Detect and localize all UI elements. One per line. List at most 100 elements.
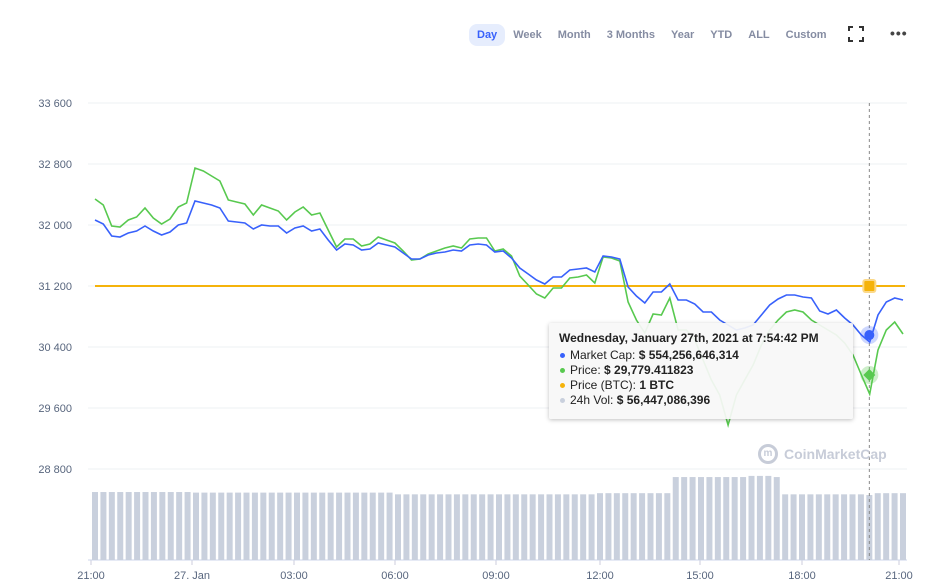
tooltip-value: $ 554,256,646,314 [638, 348, 739, 362]
volume-bar [655, 493, 662, 560]
volume-bar [92, 492, 98, 560]
fullscreen-icon[interactable] [848, 26, 864, 47]
x-tick-label: 06:00 [381, 570, 409, 582]
volume-bar [580, 494, 587, 560]
volume-bar [857, 494, 864, 560]
series-dot-icon [560, 382, 565, 388]
volume-bar [765, 475, 772, 560]
volume-bar [277, 492, 284, 560]
y-tick-label: 30 400 [38, 342, 72, 354]
volume-bar [832, 494, 839, 560]
y-tick-label: 31 200 [38, 281, 72, 293]
tooltip-row: Price: $ 29,779.411823 [559, 363, 843, 378]
y-tick-label: 29 600 [38, 403, 72, 415]
volume-bar [428, 494, 435, 560]
volume-bar [150, 492, 157, 560]
volume-bar [689, 477, 696, 560]
volume-bar [470, 494, 477, 560]
volume-bar [512, 494, 519, 560]
chart-tooltip: Wednesday, January 27th, 2021 at 7:54:42… [549, 323, 853, 419]
volume-bar [723, 477, 730, 560]
volume-bar [622, 493, 629, 560]
range-button-3-months[interactable]: 3 Months [606, 29, 655, 41]
volume-bar [176, 492, 183, 560]
volume-bar [874, 493, 881, 560]
volume-bar [302, 492, 309, 560]
volume-bar [268, 492, 275, 560]
more-dots-icon[interactable]: ••• [890, 25, 908, 41]
range-button-ytd[interactable]: YTD [710, 29, 733, 41]
range-button-month[interactable]: Month [557, 29, 591, 41]
volume-bar [108, 492, 115, 560]
volume-bar [251, 492, 258, 560]
x-tick-label: 12:00 [586, 570, 614, 582]
y-tick-label: 33 600 [38, 98, 72, 110]
volume-bar [386, 492, 393, 560]
volume-bar [100, 492, 107, 560]
volume-bar [748, 475, 755, 560]
x-tick-label: 18:00 [788, 570, 816, 582]
series-line-market-cap [94, 200, 904, 344]
volume-bar [437, 494, 444, 560]
volume-bar [487, 494, 494, 560]
volume-bar [554, 494, 561, 560]
range-selector: Day Week Month 3 Months Year YTD ALL Custom [469, 24, 835, 46]
volume-bar [714, 477, 721, 560]
volume-bar [243, 492, 250, 560]
volume-bar [159, 492, 166, 560]
x-tick-label: 21:00 [885, 570, 913, 582]
series-dot-icon [560, 397, 565, 403]
volume-bar [504, 494, 511, 560]
volume-bar [445, 494, 452, 560]
volume-bar [209, 492, 216, 560]
volume-bar [807, 494, 814, 560]
volume-bar [698, 477, 704, 560]
volume-bar [218, 492, 225, 560]
volume-bar [369, 492, 376, 560]
volume-bar [411, 494, 418, 560]
volume-bar [496, 494, 502, 560]
volume-bar [193, 492, 199, 560]
volume-bar [453, 494, 460, 560]
range-button-week[interactable]: Week [513, 29, 542, 41]
range-button-custom[interactable]: Custom [785, 29, 827, 41]
volume-bar [731, 477, 738, 560]
range-button-all[interactable]: ALL [748, 29, 770, 41]
volume-bar [756, 475, 763, 560]
volume-bar [799, 494, 805, 560]
volume-bar [134, 492, 141, 560]
range-button-day[interactable]: Day [469, 24, 506, 46]
volume-bar [900, 493, 906, 560]
volume-bar [294, 492, 300, 560]
coinmarketcap-logo-icon: m [758, 444, 778, 464]
volume-bar [647, 493, 654, 560]
series-dot-icon [560, 352, 565, 358]
volume-bar [336, 492, 343, 560]
series-dot-icon [560, 367, 565, 373]
tooltip-label: Price: [570, 363, 605, 377]
volume-bar [773, 477, 780, 560]
volume-bar [201, 492, 208, 560]
volume-bar [891, 493, 898, 560]
range-button-year[interactable]: Year [671, 29, 695, 41]
tooltip-value: 1 BTC [639, 378, 675, 392]
y-tick-label: 32 800 [38, 159, 72, 171]
volume-bar [319, 492, 326, 560]
volume-bar [462, 494, 469, 560]
volume-bar [167, 492, 174, 560]
volume-bar [521, 494, 528, 560]
volume-bar [866, 495, 873, 560]
volume-bar [563, 494, 570, 560]
x-tick-label: 03:00 [280, 570, 308, 582]
x-tick-label: 15:00 [686, 570, 714, 582]
volume-bar [672, 477, 679, 560]
y-tick-label: 28 800 [38, 464, 72, 476]
volume-bar [546, 494, 553, 560]
volume-bar [588, 494, 595, 560]
tooltip-value: $ 56,447,086,396 [616, 393, 711, 407]
volume-bar [815, 494, 822, 560]
market-cap-hover-marker [864, 330, 875, 341]
volume-bar [235, 492, 242, 560]
volume-bar [361, 492, 368, 560]
